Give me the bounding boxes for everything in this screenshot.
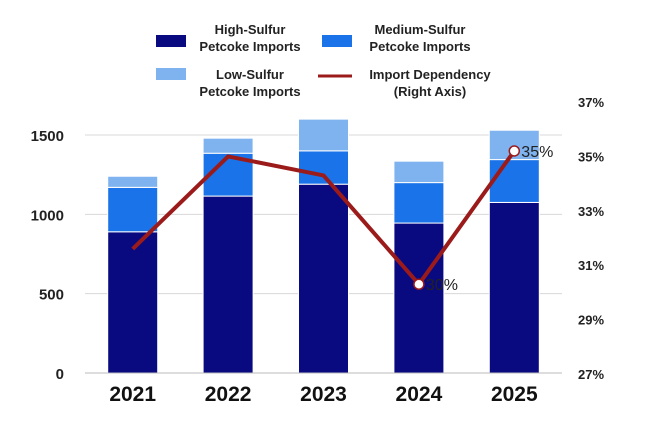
x-tick-label: 2024 bbox=[396, 383, 443, 406]
legend-swatch bbox=[156, 35, 186, 47]
bar-segment-medium-sulfur bbox=[107, 186, 159, 233]
legend-label-line: Petcoke Imports bbox=[199, 84, 300, 99]
import-dependency-line bbox=[131, 149, 516, 287]
y-right-tick-label: 27% bbox=[578, 367, 604, 382]
x-tick-label: 2021 bbox=[109, 383, 156, 406]
legend-label-line: (Right Axis) bbox=[394, 84, 466, 99]
y-left-tick-label: 1000 bbox=[31, 207, 64, 224]
y-right-tick-label: 37% bbox=[578, 95, 604, 110]
legend-swatch bbox=[322, 35, 352, 47]
legend-label: Low-Sulfur Petcoke Imports bbox=[199, 67, 300, 99]
data-label: 30% bbox=[426, 277, 458, 294]
y-right-tick-label: 29% bbox=[578, 313, 604, 328]
y-left-tick-label: 0 bbox=[56, 366, 64, 383]
y-right-tick-label: 31% bbox=[578, 258, 604, 273]
bar-segment-low-sulfur bbox=[107, 175, 159, 188]
legend-label-line: Medium-Sulfur bbox=[375, 22, 466, 37]
bar-segment-high-sulfur bbox=[393, 222, 445, 374]
bar-segment-high-sulfur bbox=[202, 195, 254, 374]
line-point-marker bbox=[508, 145, 521, 157]
legend-high-sulfur: High-Sulfur Petcoke Imports bbox=[156, 22, 301, 54]
legend-label-line: High-Sulfur bbox=[215, 22, 286, 37]
x-tick-label: 2022 bbox=[205, 383, 252, 406]
legend-label-line: Petcoke Imports bbox=[199, 39, 300, 54]
legend-label-line: Import Dependency bbox=[369, 67, 491, 82]
bar-segment-high-sulfur bbox=[488, 201, 540, 374]
bar-segment-low-sulfur bbox=[393, 160, 445, 184]
legend-label-line: Petcoke Imports bbox=[369, 39, 470, 54]
legend-low-sulfur: Low-Sulfur Petcoke Imports bbox=[156, 67, 301, 99]
bar-segment-low-sulfur bbox=[202, 137, 254, 154]
axes: 0 500 1000 1500 27% 29% 31% 33% 35% 37% 2021 2022 20… bbox=[31, 95, 605, 406]
dependency-line: 30% 35% bbox=[131, 144, 553, 294]
bars bbox=[107, 118, 540, 374]
legend-label-line: Low-Sulfur bbox=[216, 67, 284, 82]
bar-segment-high-sulfur bbox=[107, 231, 159, 374]
x-tick-label: 2025 bbox=[491, 383, 538, 406]
legend-swatch bbox=[156, 68, 186, 80]
y-right-tick-label: 35% bbox=[578, 149, 604, 164]
bar-segment-medium-sulfur bbox=[488, 159, 540, 203]
data-label: 35% bbox=[521, 144, 553, 161]
bar-segment-medium-sulfur bbox=[298, 150, 349, 185]
bar-segment-low-sulfur bbox=[298, 118, 349, 152]
bar-segment-medium-sulfur bbox=[393, 182, 445, 224]
y-right-tick-label: 33% bbox=[578, 204, 604, 219]
y-left-tick-label: 500 bbox=[39, 287, 64, 304]
legend-label: Import Dependency (Right Axis) bbox=[369, 67, 491, 99]
legend: High-Sulfur Petcoke Imports Medium-Sulfur P… bbox=[156, 22, 491, 99]
x-tick-label: 2023 bbox=[300, 383, 347, 406]
legend-label: Medium-Sulfur Petcoke Imports bbox=[369, 22, 470, 54]
bar-segment-high-sulfur bbox=[298, 183, 349, 374]
y-left-tick-label: 1500 bbox=[31, 128, 64, 145]
line-point-marker bbox=[413, 278, 425, 290]
legend-import-dependency: Import Dependency (Right Axis) bbox=[318, 67, 491, 99]
legend-label: High-Sulfur Petcoke Imports bbox=[199, 22, 300, 54]
legend-medium-sulfur: Medium-Sulfur Petcoke Imports bbox=[322, 22, 471, 54]
